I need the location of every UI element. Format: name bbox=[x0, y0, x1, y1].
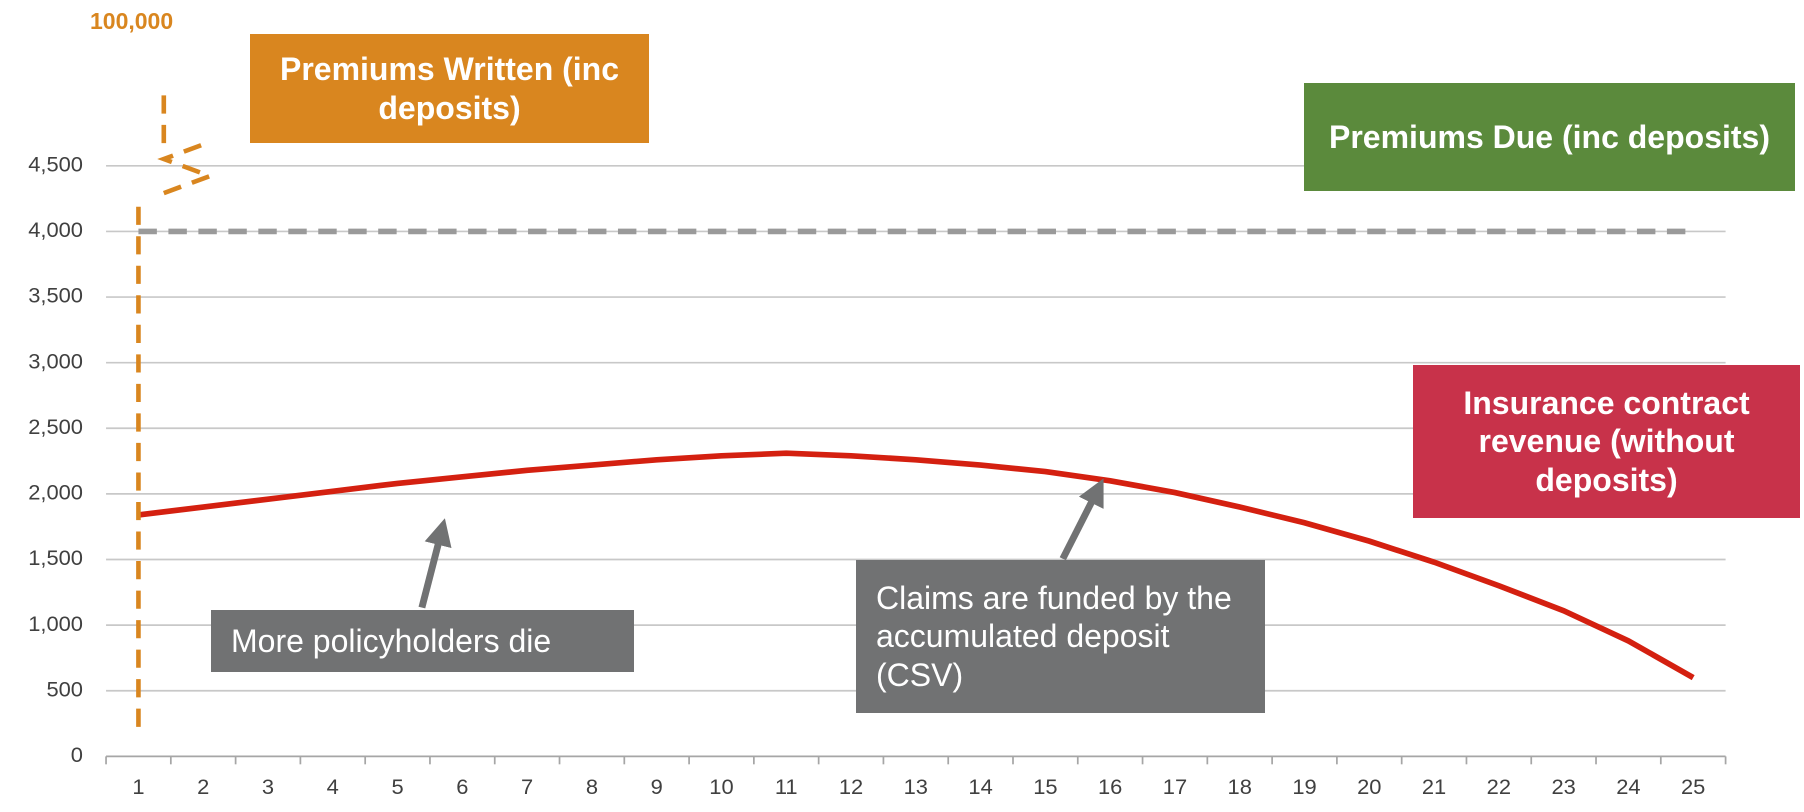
y-tick-label: 3,000 bbox=[28, 349, 83, 374]
y-tick-label: 1,500 bbox=[28, 545, 83, 570]
y-tick-label: 3,500 bbox=[28, 283, 83, 308]
plot: 4,500 4,000 3,500 3,000 2,500 2,000 1,500 1,000… bbox=[28, 88, 1727, 799]
x-tick-label: 13 bbox=[904, 774, 928, 799]
x-tick-label: 9 bbox=[651, 774, 663, 799]
x-tick-label: 6 bbox=[456, 774, 468, 799]
x-tick-label: 10 bbox=[709, 774, 733, 799]
x-tick-label: 1 bbox=[132, 774, 144, 799]
x-tick-label: 23 bbox=[1551, 774, 1575, 799]
x-tick-label: 25 bbox=[1681, 774, 1705, 799]
legend-premiums-due: Premiums Due (inc deposits) bbox=[1304, 83, 1795, 191]
y-tick-label: 4,000 bbox=[28, 217, 83, 242]
arrow bbox=[418, 518, 452, 609]
x-tick-label: 5 bbox=[391, 774, 403, 799]
x-tick-label: 4 bbox=[327, 774, 339, 799]
x-tick-label: 17 bbox=[1163, 774, 1187, 799]
y-tick-label: 500 bbox=[46, 677, 83, 702]
annotation: More policyholders die bbox=[211, 610, 634, 672]
x-tick-label: 24 bbox=[1616, 774, 1640, 799]
series-line bbox=[138, 450, 1695, 681]
x-tick-label: 15 bbox=[1033, 774, 1057, 799]
x-tick-label: 14 bbox=[968, 774, 992, 799]
x-tick-label: 3 bbox=[262, 774, 274, 799]
y-tick-label: 0 bbox=[71, 742, 83, 767]
x-tick-label: 11 bbox=[775, 774, 798, 799]
arrow bbox=[1059, 478, 1104, 561]
x-tick-label: 18 bbox=[1228, 774, 1252, 799]
x-tick-label: 19 bbox=[1292, 774, 1316, 799]
x-tick-label: 22 bbox=[1487, 774, 1511, 799]
x-tick-label: 2 bbox=[197, 774, 209, 799]
y-tick-label: 1,000 bbox=[28, 611, 83, 636]
x-tick-label: 20 bbox=[1357, 774, 1381, 799]
y-tick-label: 2,500 bbox=[28, 414, 83, 439]
x-tick-label: 8 bbox=[586, 774, 598, 799]
series-line bbox=[136, 88, 217, 727]
legend-revenue: Insurance contract revenue (without depo… bbox=[1413, 365, 1800, 518]
y-tick-label: 2,000 bbox=[28, 480, 83, 505]
legend-premiums-written: Premiums Written (inc deposits) bbox=[250, 34, 649, 143]
x-tick-label: 7 bbox=[521, 774, 533, 799]
x-tick-label: 16 bbox=[1098, 774, 1122, 799]
annotation: Claims are funded by the accumulated dep… bbox=[856, 560, 1265, 713]
x-tick-label: 12 bbox=[839, 774, 863, 799]
y-tick-label: 4,500 bbox=[28, 152, 83, 177]
data-label: 100,000 bbox=[90, 8, 174, 34]
x-tick-label: 21 bbox=[1422, 774, 1446, 799]
